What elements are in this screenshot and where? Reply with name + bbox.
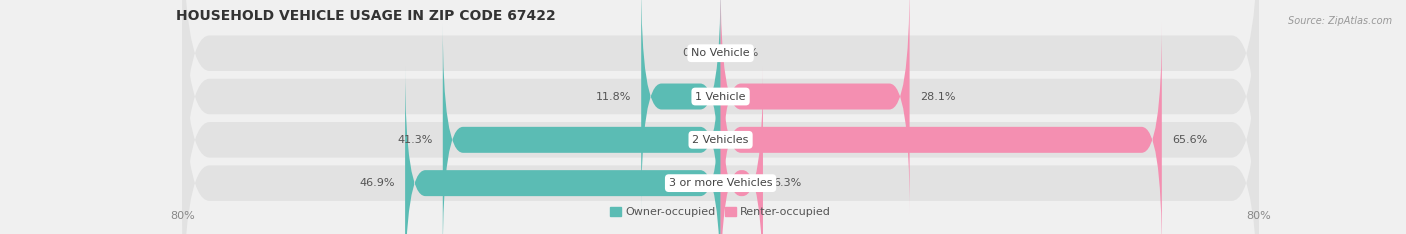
Text: 6.3%: 6.3% (773, 178, 801, 188)
FancyBboxPatch shape (183, 0, 1258, 234)
FancyBboxPatch shape (183, 0, 1258, 234)
Text: 46.9%: 46.9% (360, 178, 395, 188)
Text: 1 Vehicle: 1 Vehicle (696, 91, 745, 102)
FancyBboxPatch shape (443, 23, 721, 234)
FancyBboxPatch shape (721, 23, 1161, 234)
FancyBboxPatch shape (183, 0, 1258, 209)
Text: Source: ZipAtlas.com: Source: ZipAtlas.com (1288, 16, 1392, 26)
FancyBboxPatch shape (721, 0, 910, 213)
Text: 11.8%: 11.8% (596, 91, 631, 102)
FancyBboxPatch shape (721, 66, 763, 234)
Text: 0.0%: 0.0% (682, 48, 710, 58)
Text: 2 Vehicles: 2 Vehicles (692, 135, 749, 145)
FancyBboxPatch shape (641, 0, 721, 213)
Text: 65.6%: 65.6% (1173, 135, 1208, 145)
FancyBboxPatch shape (183, 28, 1258, 234)
Text: 0.0%: 0.0% (731, 48, 759, 58)
Text: 3 or more Vehicles: 3 or more Vehicles (669, 178, 772, 188)
Text: No Vehicle: No Vehicle (692, 48, 749, 58)
Text: 41.3%: 41.3% (398, 135, 433, 145)
Text: 28.1%: 28.1% (920, 91, 955, 102)
Text: HOUSEHOLD VEHICLE USAGE IN ZIP CODE 67422: HOUSEHOLD VEHICLE USAGE IN ZIP CODE 6742… (176, 9, 555, 23)
Legend: Owner-occupied, Renter-occupied: Owner-occupied, Renter-occupied (610, 207, 831, 217)
FancyBboxPatch shape (405, 66, 721, 234)
